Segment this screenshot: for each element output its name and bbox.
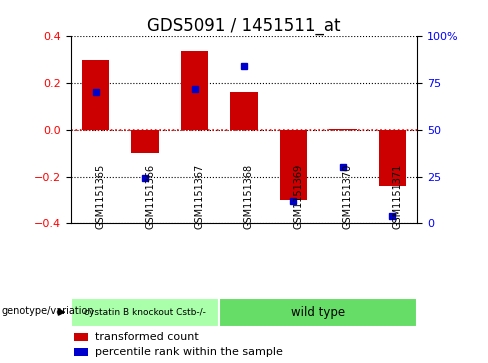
- Text: GSM1151366: GSM1151366: [145, 164, 155, 229]
- Text: genotype/variation: genotype/variation: [1, 306, 94, 316]
- Text: GSM1151370: GSM1151370: [343, 163, 353, 229]
- Text: GSM1151368: GSM1151368: [244, 164, 254, 229]
- Text: GSM1151371: GSM1151371: [392, 163, 403, 229]
- Bar: [280, 130, 307, 200]
- Title: GDS5091 / 1451511_at: GDS5091 / 1451511_at: [147, 17, 341, 35]
- Bar: [82, 60, 109, 130]
- Text: transformed count: transformed count: [95, 333, 199, 342]
- Text: cystatin B knockout Cstb-/-: cystatin B knockout Cstb-/-: [84, 308, 206, 317]
- Bar: [379, 130, 406, 186]
- Bar: [181, 52, 208, 130]
- Text: GSM1151369: GSM1151369: [293, 164, 304, 229]
- Text: GSM1151365: GSM1151365: [96, 163, 105, 229]
- Bar: [219, 298, 417, 327]
- Text: GSM1151367: GSM1151367: [195, 163, 204, 229]
- Bar: [131, 130, 159, 153]
- Bar: [71, 298, 219, 327]
- Bar: [74, 333, 88, 341]
- Text: percentile rank within the sample: percentile rank within the sample: [95, 347, 283, 357]
- Text: wild type: wild type: [291, 306, 346, 319]
- Bar: [74, 348, 88, 356]
- Bar: [329, 129, 357, 130]
- Bar: [230, 93, 258, 130]
